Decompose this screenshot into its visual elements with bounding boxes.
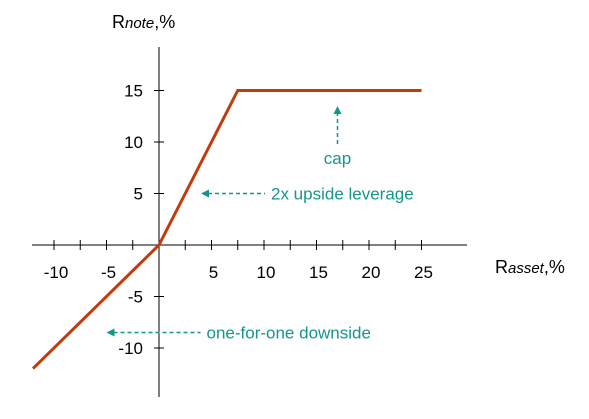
annotation-arrowhead: [333, 105, 342, 114]
y-tick-label: 10: [124, 133, 143, 152]
x-tick-label: 10: [257, 263, 276, 282]
x-axis-title: Rasset,%: [495, 257, 565, 277]
y-tick-label: -10: [118, 339, 143, 358]
x-tick-label: 20: [362, 263, 381, 282]
y-tick-label: 15: [124, 82, 143, 101]
y-tick-label: -5: [128, 288, 143, 307]
x-tick-label: 5: [209, 263, 218, 282]
annotation-arrowhead: [201, 189, 209, 198]
payoff-line: [31, 89, 422, 370]
y-tick-label: 5: [134, 185, 143, 204]
annotation-label: one-for-one downside: [207, 324, 371, 343]
y-axis-title: Rnote,%: [112, 12, 175, 32]
ticks: -10 -5 5 10 15 20 25 -10 -5 5 10 15: [44, 82, 433, 359]
annotation-arrowhead: [106, 328, 115, 337]
series: [31, 89, 422, 370]
axis-titles: Rnote,% Rasset,%: [112, 12, 565, 277]
x-tick-label: 15: [309, 263, 328, 282]
annotation-label: cap: [324, 149, 351, 168]
axes: [32, 47, 467, 397]
x-tick-label: -10: [44, 263, 69, 282]
annotations: cap 2x upside leverage one-for-one downsid…: [106, 105, 414, 343]
x-tick-label: -5: [101, 263, 116, 282]
annotation-label: 2x upside leverage: [271, 185, 414, 204]
x-tick-label: 25: [414, 263, 433, 282]
